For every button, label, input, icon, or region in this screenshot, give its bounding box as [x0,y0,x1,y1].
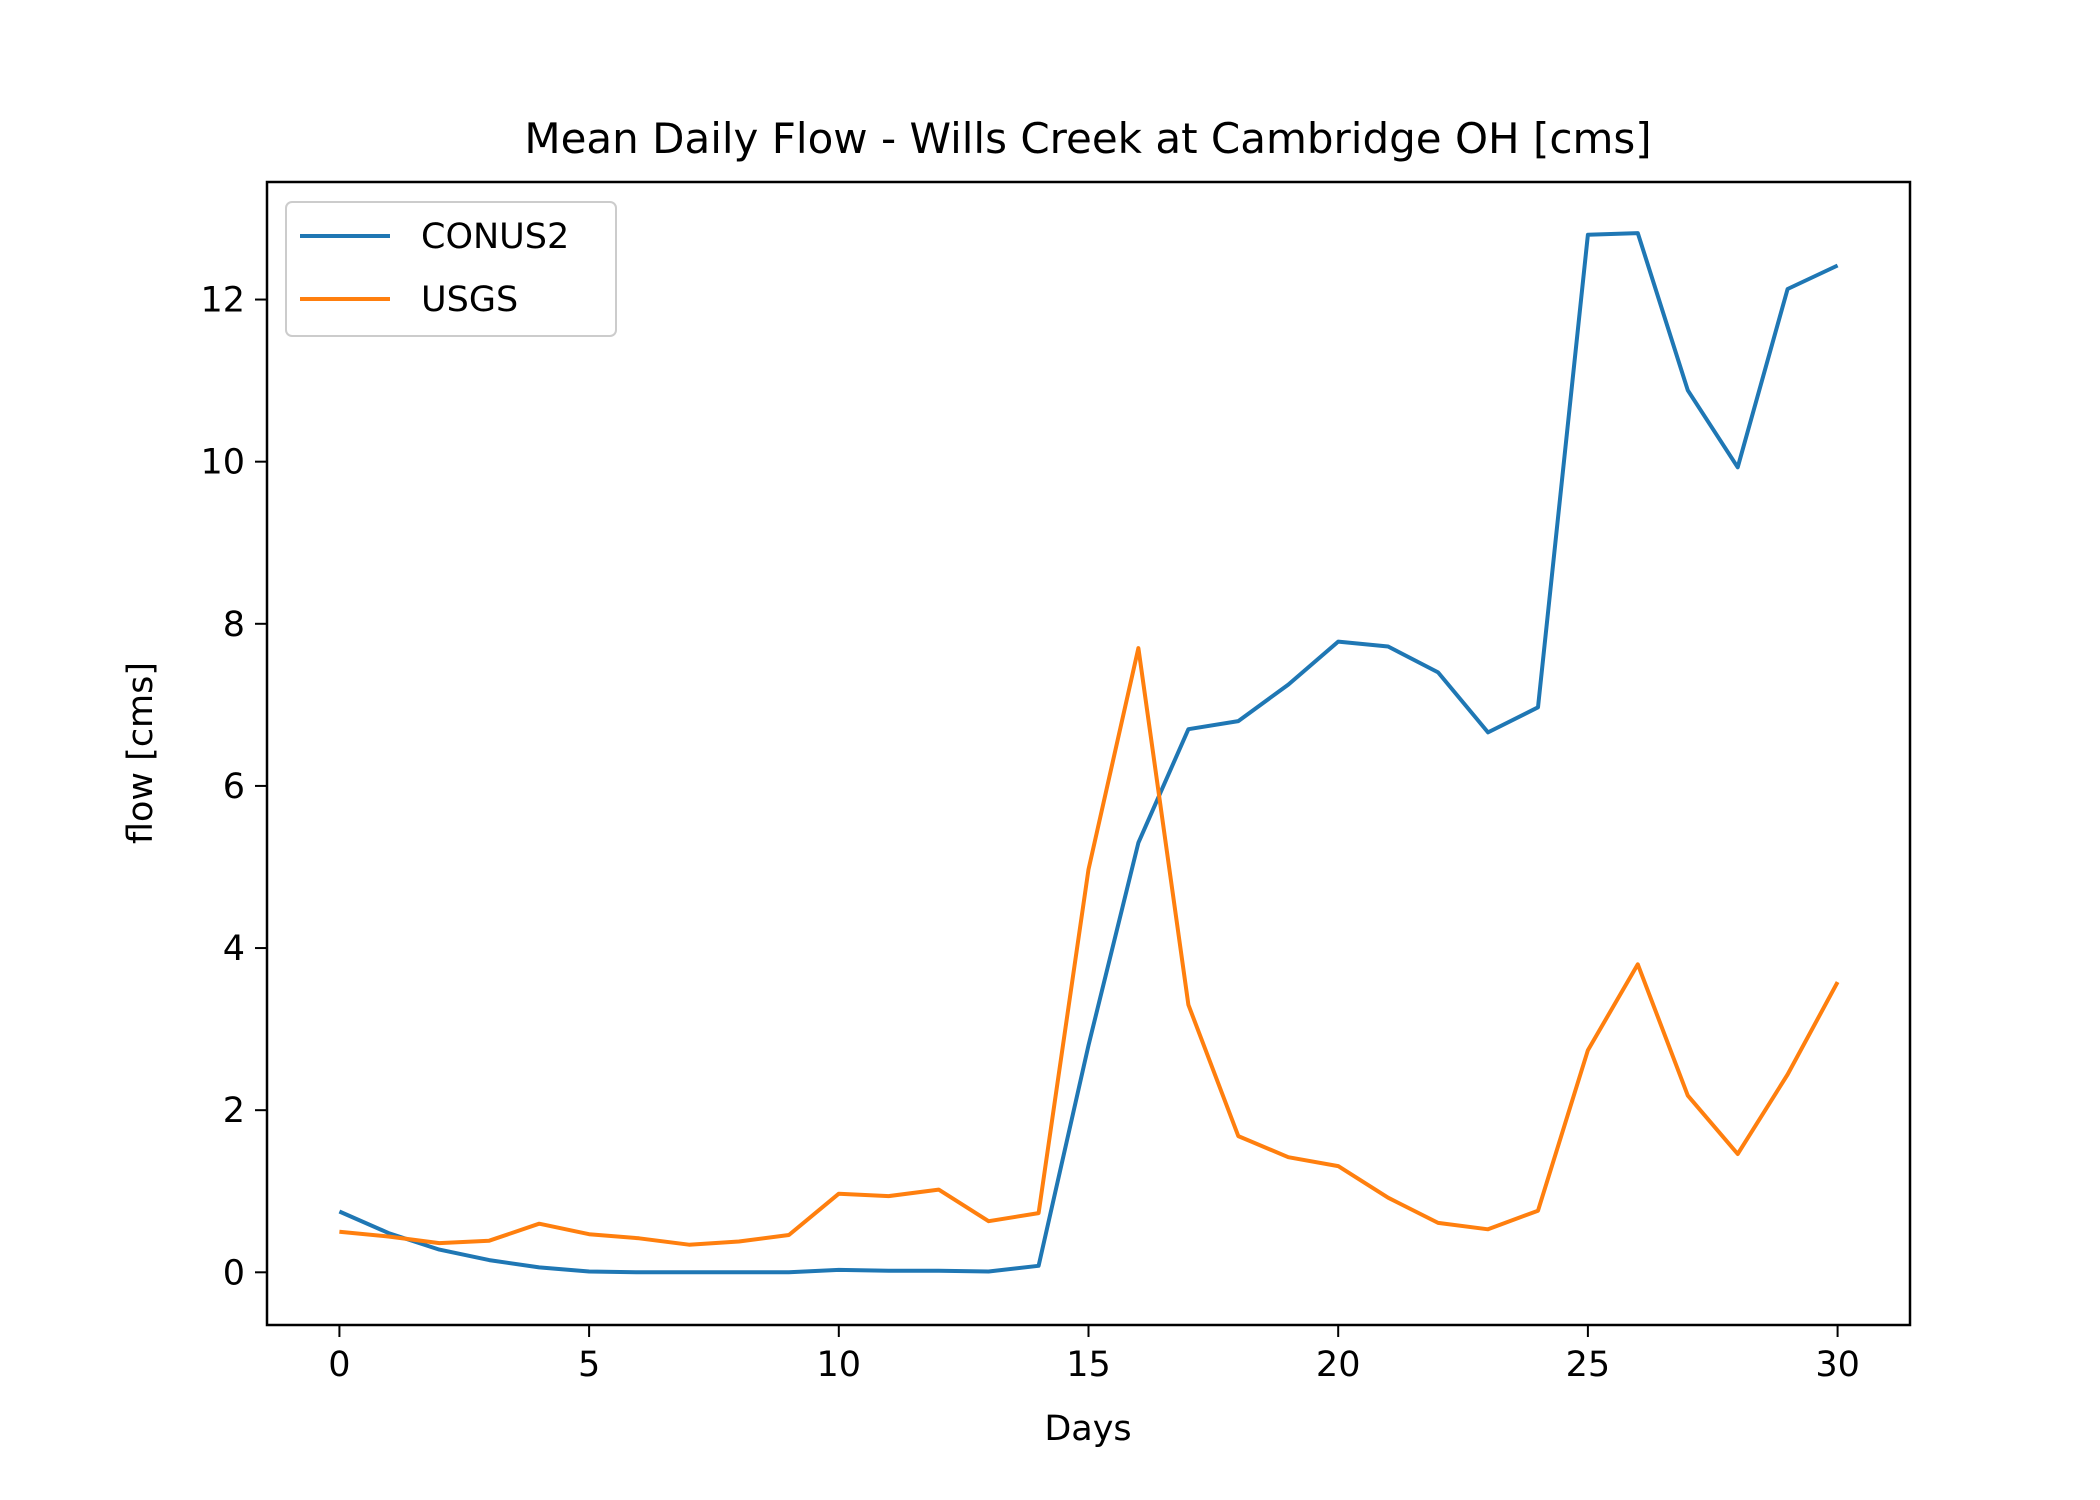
series-line-usgs [339,646,1840,1247]
x-tick-label: 25 [1566,1345,1611,1385]
x-tick-label: 20 [1316,1345,1361,1385]
x-tick-label: 30 [1815,1345,1860,1385]
legend-label-usgs: USGS [421,280,518,320]
y-tick-label: 6 [223,767,245,807]
x-tick-label: 5 [578,1345,600,1385]
axis-ticks: 0 5 10 15 20 25 30 0 2 4 6 8 10 12 [200,281,1859,1385]
y-tick-label: 4 [223,929,245,969]
x-tick-label: 15 [1066,1345,1111,1385]
y-tick-label: 0 [223,1253,245,1293]
plot-area [338,231,1840,1275]
x-tick-label: 10 [817,1345,862,1385]
x-axis-label: Days [1044,1409,1131,1449]
y-tick-label: 2 [223,1091,245,1131]
series-line-conus2 [338,231,1839,1275]
y-tick-label: 12 [200,281,245,321]
x-tick-label: 0 [328,1345,350,1385]
legend-label-conus2: CONUS2 [421,217,569,257]
chart-title: Mean Daily Flow - Wills Creek at Cambrid… [524,114,1651,163]
y-axis-label: flow [cms] [121,662,161,844]
y-tick-label: 8 [223,605,245,645]
y-tick-label: 10 [200,443,245,483]
legend: CONUS2 USGS [285,201,617,337]
